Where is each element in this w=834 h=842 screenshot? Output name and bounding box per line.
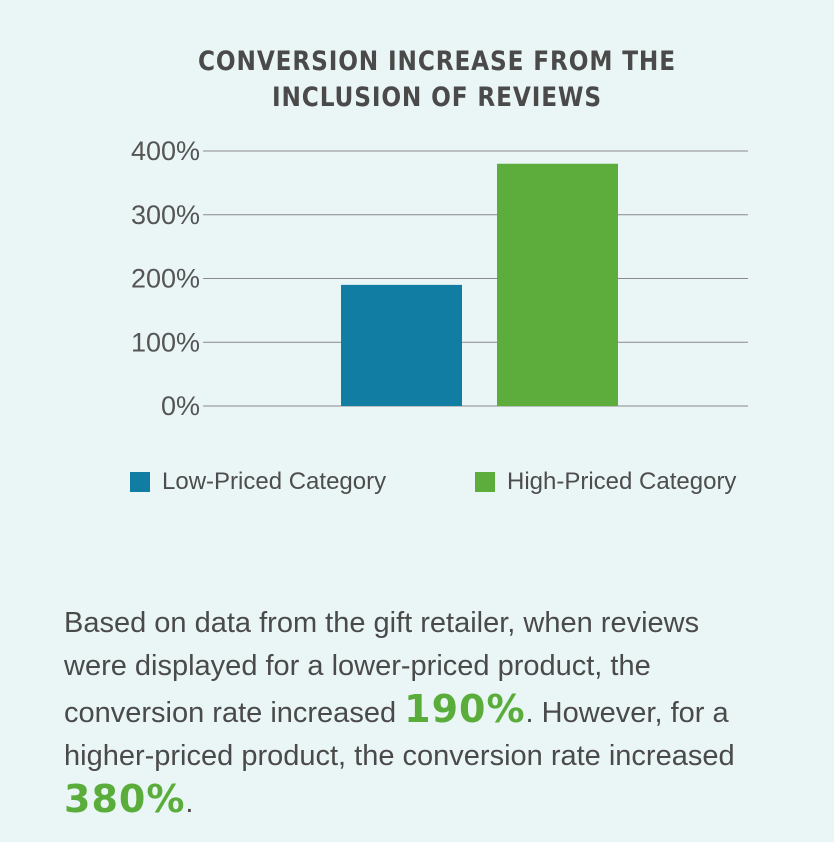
- chart-title-line-2: INCLUSION OF REVIEWS: [272, 82, 602, 113]
- description-paragraph: Based on data from the gift retailer, wh…: [64, 602, 744, 825]
- y-tick-label-0: 0%: [161, 391, 200, 421]
- chart-title-line-1: CONVERSION INCREASE FROM THE: [198, 46, 676, 77]
- legend-label-high-priced: High-Priced Category: [507, 468, 737, 495]
- bar-high-priced-category: [497, 163, 618, 406]
- legend-item-high-priced: High-Priced Category: [475, 468, 736, 496]
- highlight-value-high: 380%: [64, 777, 186, 821]
- highlight-value-low: 190%: [404, 687, 526, 731]
- description-text-3: .: [185, 787, 194, 819]
- y-tick-label-100: 100%: [131, 327, 200, 357]
- y-axis-tick-labels: 0% 100% 200% 300% 400%: [131, 136, 200, 421]
- bar-low-priced-category: [341, 284, 462, 406]
- legend-swatch-low-priced: [130, 472, 150, 492]
- legend-item-low-priced: Low-Priced Category: [130, 468, 386, 496]
- chart-title: CONVERSION INCREASE FROM THE INCLUSION O…: [61, 44, 813, 116]
- bars: [341, 163, 618, 406]
- legend-label-low-priced: Low-Priced Category: [162, 468, 387, 495]
- bar-chart: 0% 100% 200% 300% 400%: [131, 136, 748, 421]
- description-text-2: . However, for a higher-priced product, …: [64, 697, 735, 772]
- description-text-1: Based on data from the gift retailer, wh…: [64, 607, 700, 729]
- legend-swatch-high-priced: [475, 472, 495, 492]
- grid-lines: [203, 150, 748, 407]
- y-tick-label-400: 400%: [131, 136, 200, 166]
- chart-legend: Low-Priced Category High-Priced Category: [130, 468, 770, 498]
- y-tick-label-300: 300%: [131, 200, 200, 230]
- y-tick-label-200: 200%: [131, 264, 200, 294]
